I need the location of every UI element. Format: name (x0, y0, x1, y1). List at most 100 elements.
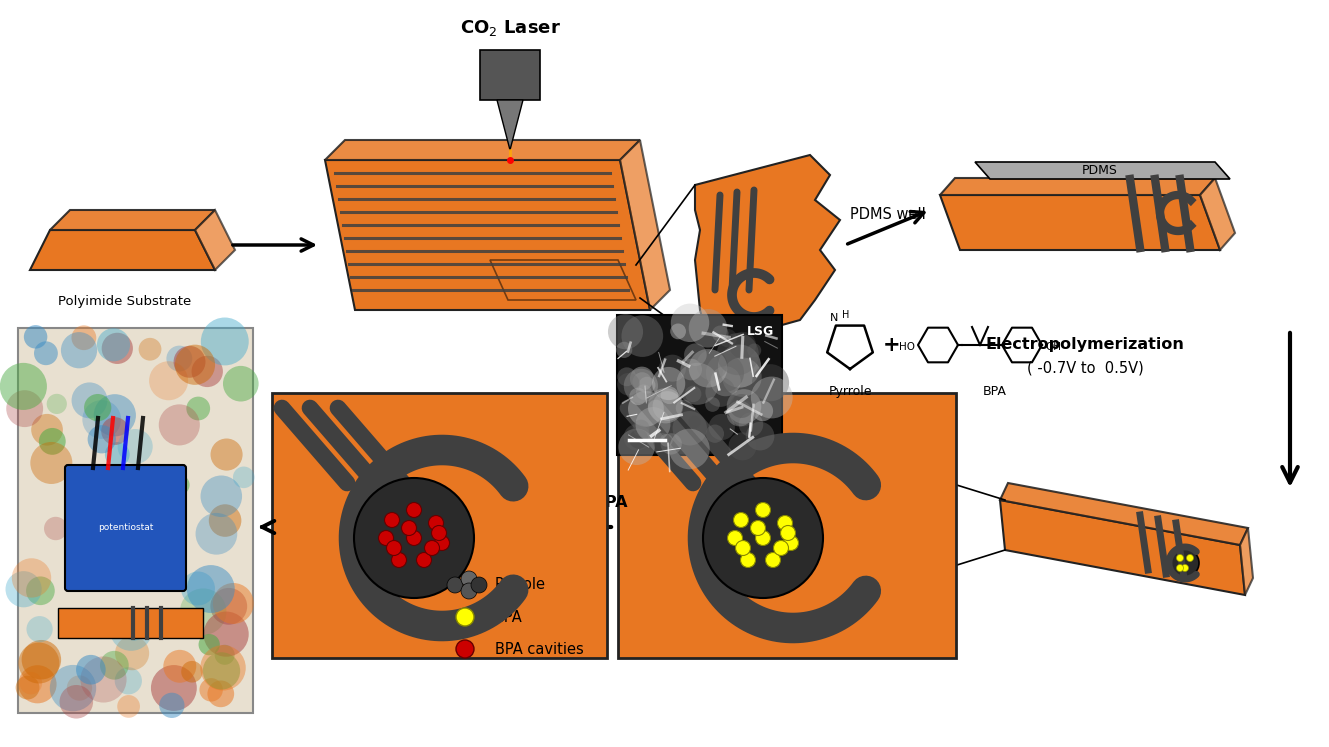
Circle shape (384, 512, 400, 527)
Circle shape (470, 577, 486, 593)
Circle shape (31, 442, 72, 484)
Text: +: + (884, 335, 901, 355)
Circle shape (35, 341, 58, 365)
Circle shape (659, 355, 686, 382)
Circle shape (166, 346, 193, 371)
Circle shape (432, 525, 447, 541)
Circle shape (661, 386, 678, 404)
Text: BPA: BPA (983, 385, 1007, 398)
Circle shape (19, 642, 60, 684)
Circle shape (734, 512, 748, 527)
Circle shape (676, 363, 719, 405)
Text: ( -0.7V to  0.5V): ( -0.7V to 0.5V) (1026, 361, 1143, 376)
Circle shape (44, 517, 68, 540)
Circle shape (92, 547, 132, 587)
Circle shape (730, 400, 756, 427)
Circle shape (117, 695, 140, 718)
Circle shape (201, 476, 242, 517)
Circle shape (60, 685, 93, 719)
Circle shape (84, 394, 112, 421)
Polygon shape (326, 160, 650, 310)
Circle shape (163, 650, 197, 683)
Circle shape (638, 376, 655, 394)
Circle shape (27, 577, 54, 605)
Circle shape (706, 397, 720, 412)
Circle shape (12, 558, 52, 598)
Circle shape (672, 411, 707, 445)
Circle shape (727, 400, 752, 427)
Polygon shape (497, 100, 524, 150)
Circle shape (661, 433, 682, 454)
Text: PDMS: PDMS (1082, 164, 1118, 176)
Text: OH: OH (1045, 342, 1061, 352)
Circle shape (755, 503, 771, 518)
Circle shape (109, 608, 153, 651)
Circle shape (210, 588, 247, 624)
Circle shape (740, 553, 755, 568)
Circle shape (109, 474, 153, 518)
Circle shape (617, 373, 639, 395)
Text: CO$_2$ Laser: CO$_2$ Laser (460, 18, 561, 38)
Circle shape (31, 414, 62, 445)
Polygon shape (940, 195, 1220, 250)
Polygon shape (1200, 178, 1235, 250)
Circle shape (617, 341, 633, 358)
Circle shape (179, 589, 226, 635)
Circle shape (607, 314, 643, 350)
Circle shape (629, 430, 649, 449)
Circle shape (181, 661, 203, 683)
Circle shape (199, 678, 223, 701)
Circle shape (416, 553, 432, 568)
Circle shape (688, 349, 727, 388)
Circle shape (76, 655, 106, 684)
Circle shape (138, 338, 161, 361)
Polygon shape (195, 210, 235, 270)
Text: LSG: LSG (747, 325, 773, 338)
Circle shape (201, 317, 249, 365)
Circle shape (751, 376, 792, 418)
Circle shape (121, 614, 148, 640)
Text: Polyimide Substrate: Polyimide Substrate (58, 295, 191, 308)
Circle shape (719, 329, 738, 347)
Bar (618, 393, 956, 658)
Text: PDMS well: PDMS well (851, 207, 926, 222)
Text: Pyrrole: Pyrrole (494, 577, 546, 592)
Circle shape (88, 425, 116, 453)
Circle shape (21, 640, 61, 680)
Circle shape (706, 354, 744, 392)
Circle shape (751, 521, 766, 536)
Circle shape (711, 366, 740, 397)
Circle shape (622, 315, 663, 357)
Circle shape (20, 672, 43, 695)
Circle shape (195, 513, 238, 554)
Text: Removal of BPA: Removal of BPA (486, 495, 627, 510)
Circle shape (101, 417, 129, 445)
Circle shape (630, 388, 647, 405)
Circle shape (203, 612, 249, 657)
Circle shape (148, 483, 175, 511)
Circle shape (66, 675, 92, 701)
Circle shape (223, 366, 259, 402)
Circle shape (209, 504, 242, 537)
Polygon shape (975, 162, 1231, 179)
Circle shape (72, 382, 108, 418)
Circle shape (773, 541, 788, 556)
Circle shape (712, 326, 728, 342)
Circle shape (118, 429, 153, 464)
Circle shape (47, 394, 66, 414)
Circle shape (629, 391, 663, 427)
Circle shape (747, 344, 762, 357)
Circle shape (735, 541, 751, 556)
Text: potentiostat: potentiostat (98, 524, 154, 533)
Circle shape (213, 583, 254, 624)
Circle shape (210, 438, 243, 471)
Circle shape (722, 357, 762, 397)
Circle shape (696, 350, 727, 380)
Circle shape (671, 303, 710, 342)
Circle shape (752, 400, 773, 421)
Circle shape (1176, 565, 1184, 571)
Circle shape (116, 636, 149, 670)
Circle shape (688, 416, 700, 428)
Circle shape (730, 394, 754, 418)
Polygon shape (940, 178, 1215, 195)
